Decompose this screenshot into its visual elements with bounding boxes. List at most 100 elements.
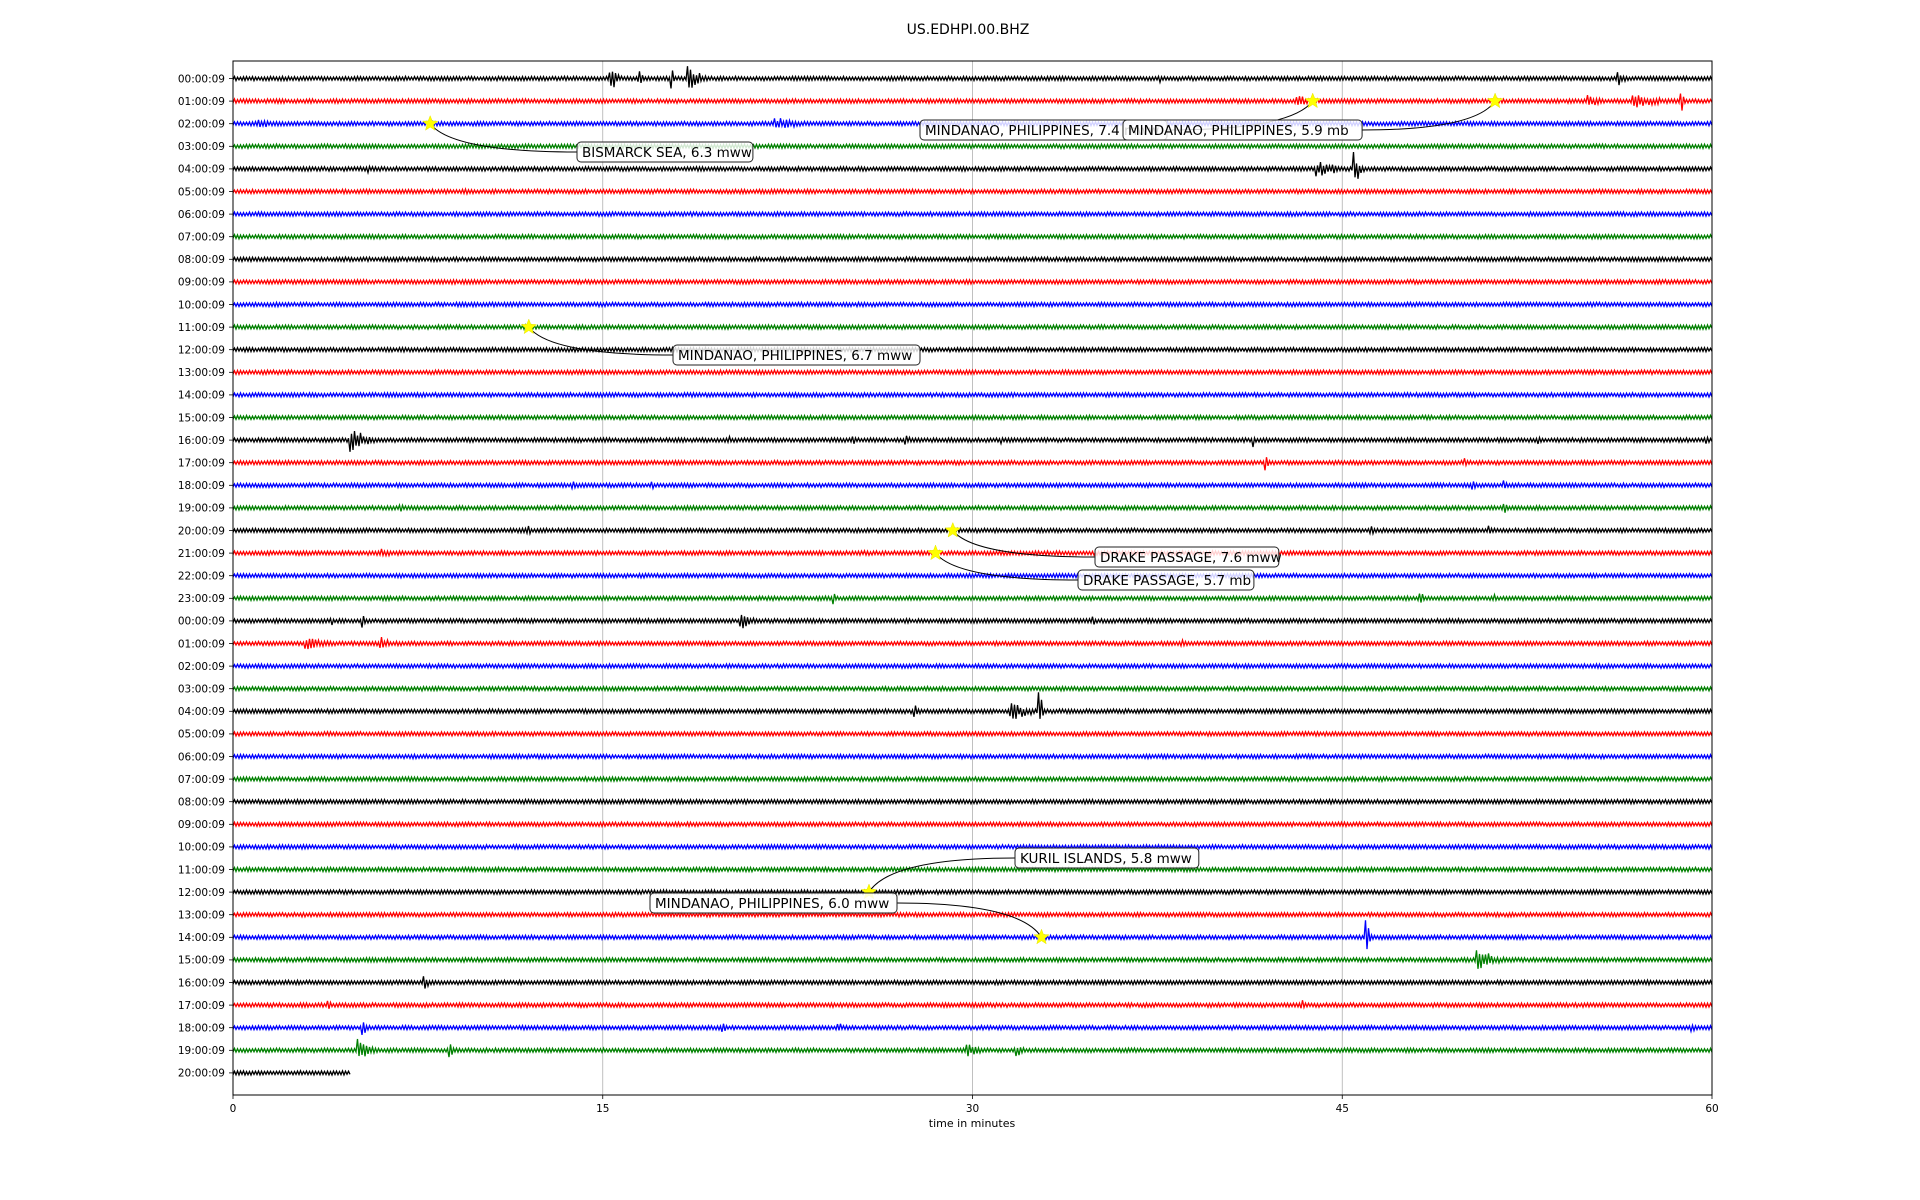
trace-row [232, 662, 1713, 671]
y-tick-label: 10:00:09 [178, 842, 225, 854]
y-tick-label: 04:00:09 [178, 706, 225, 718]
y-tick-label: 05:00:09 [178, 186, 225, 198]
event-star-marker [1304, 92, 1321, 109]
event-label: MINDANAO, PHILIPPINES, 5.9 mb [1128, 123, 1349, 139]
y-tick-label: 02:00:09 [178, 661, 225, 673]
y-tick-label: 20:00:09 [178, 1068, 225, 1080]
event-leader-line [896, 902, 1042, 938]
x-axis-label: time in minutes [929, 1117, 1016, 1130]
trace-row [232, 457, 1713, 471]
y-tick-label: 13:00:09 [178, 910, 225, 922]
y-tick-label: 16:00:09 [178, 435, 225, 447]
event-label: DRAKE PASSAGE, 7.6 mww [1100, 550, 1282, 566]
trace-row [232, 548, 1713, 558]
y-tick-label: 07:00:09 [178, 774, 225, 786]
y-tick-label: 02:00:09 [178, 119, 225, 131]
y-tick-label: 15:00:09 [178, 412, 225, 424]
y-tick-label: 07:00:09 [178, 232, 225, 244]
y-tick-label: 23:00:09 [178, 593, 225, 605]
trace-row [232, 277, 1713, 286]
event-annotation: MINDANAO, PHILIPPINES, 6.0 mww [649, 892, 1050, 945]
event-annotation: DRAKE PASSAGE, 7.6 mww [944, 521, 1282, 568]
trace-row [232, 752, 1713, 761]
y-tick-label: 19:00:09 [178, 503, 225, 515]
trace-row [232, 865, 1713, 874]
trace-row [232, 614, 1713, 629]
trace-row [232, 692, 1713, 719]
y-tick-label: 13:00:09 [178, 367, 225, 379]
event-leader-line [935, 552, 1079, 581]
event-annotation: BISMARCK SEA, 6.3 mww [421, 115, 754, 163]
event-label-box [1122, 119, 1363, 141]
y-tick-label: 09:00:09 [178, 277, 225, 289]
trace-row [232, 345, 1713, 354]
trace-row [232, 142, 1713, 151]
trace-row [232, 775, 1713, 784]
event-label: MINDANAO, PHILIPPINES, 7.4 mww [925, 123, 1159, 139]
trace-row [232, 950, 1713, 969]
chart-title: US.EDHPI.00.BHZ [907, 22, 1030, 38]
trace-row [232, 1038, 1713, 1058]
trace-row [232, 390, 1713, 399]
trace-row [232, 300, 1713, 309]
event-label: KURIL ISLANDS, 5.8 mww [1020, 851, 1192, 867]
event-label-box [576, 141, 754, 163]
event-leader-line [1362, 100, 1496, 131]
trace-row [232, 976, 1713, 989]
trace-row [232, 592, 1713, 605]
y-tick-label: 03:00:09 [178, 141, 225, 153]
y-tick-label: 22:00:09 [178, 571, 225, 583]
trace-row [232, 187, 1713, 196]
trace-row [232, 502, 1713, 513]
event-star-marker [1486, 92, 1504, 109]
y-tick-label: 08:00:09 [178, 797, 225, 809]
y-tick-label: 14:00:09 [178, 390, 225, 402]
event-leader-line [952, 530, 1096, 558]
trace-row [232, 1022, 1713, 1036]
y-tick-label: 00:00:09 [178, 616, 225, 628]
trace-row [232, 888, 1713, 897]
event-label-box [1077, 569, 1255, 591]
y-tick-label: 00:00:09 [178, 73, 225, 85]
event-annotation: KURIL ISLANDS, 5.8 mww [860, 847, 1200, 900]
trace-layer [232, 66, 1713, 1077]
event-star-marker [927, 544, 944, 561]
y-tick-label: 18:00:09 [178, 480, 225, 492]
y-tick-labels: 00:00:09 01:00:09 02:00:09 03:00:09 04:00:09… [178, 73, 233, 1080]
trace-row [232, 729, 1713, 738]
event-label: MINDANAO, PHILIPPINES, 6.7 mww [678, 348, 912, 364]
y-tick-label: 19:00:09 [178, 1045, 225, 1057]
y-tick-label: 01:00:09 [178, 638, 225, 650]
event-star-marker [944, 521, 962, 538]
y-tick-label: 01:00:09 [178, 96, 225, 108]
y-tick-label: 11:00:09 [178, 864, 225, 876]
event-annotation: DRAKE PASSAGE, 5.7 mb [927, 544, 1255, 591]
y-tick-label: 21:00:09 [178, 548, 225, 560]
x-tick-label: 30 [966, 1103, 979, 1115]
y-tick-label: 03:00:09 [178, 684, 225, 696]
event-star-marker [520, 318, 538, 335]
event-label-box [1014, 847, 1200, 869]
y-tick-label: 14:00:09 [178, 932, 225, 944]
trace-row [232, 413, 1713, 422]
trace-row [232, 797, 1713, 806]
trace-row [232, 820, 1713, 829]
event-annotation: MINDANAO, PHILIPPINES, 6.7 mww [520, 318, 921, 366]
trace-row [232, 842, 1713, 851]
y-tick-label: 11:00:09 [178, 322, 225, 334]
event-label: DRAKE PASSAGE, 5.7 mb [1083, 573, 1251, 589]
y-tick-label: 20:00:09 [178, 525, 225, 537]
trace-row [232, 920, 1713, 950]
trace-row [232, 684, 1713, 693]
trace-row [232, 431, 1713, 452]
trace-row [232, 525, 1713, 537]
event-label: MINDANAO, PHILIPPINES, 6.0 mww [655, 896, 889, 912]
event-leader-line [528, 326, 674, 356]
trace-row [232, 255, 1713, 264]
grid-lines [602, 61, 1343, 1095]
y-tick-label: 15:00:09 [178, 955, 225, 967]
y-tick-label: 18:00:09 [178, 1023, 225, 1035]
y-tick-label: 09:00:09 [178, 819, 225, 831]
trace-row [232, 323, 1713, 332]
